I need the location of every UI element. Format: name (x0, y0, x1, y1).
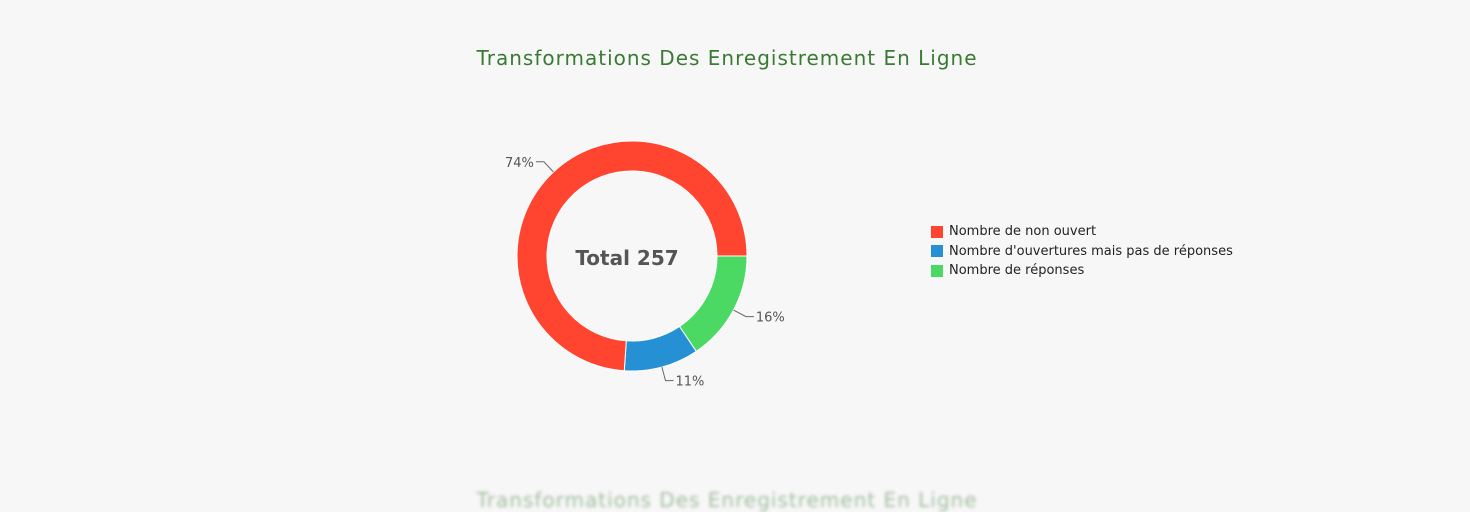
donut-chart: 16% 11% 74% Total 257 (505, 140, 785, 390)
percent-label: 16% (756, 311, 785, 326)
legend-swatch (931, 225, 943, 238)
legend-item[interactable]: Nombre de non ouvert (931, 222, 1233, 242)
legend-label: Nombre de non ouvert (949, 224, 1097, 240)
legend-swatch (931, 264, 943, 277)
percent-label: 11% (676, 375, 705, 390)
next-chart-title-peek: Transformations Des Enregistrement En Li… (476, 488, 978, 512)
leader-line (661, 366, 674, 382)
donut-slice[interactable] (678, 255, 748, 353)
legend-item[interactable]: Nombre de réponses (931, 261, 1233, 281)
legend-label: Nombre de réponses (949, 263, 1085, 279)
chart-title: Transformations Des Enregistrement En Li… (476, 46, 978, 70)
percent-label: 74% (505, 156, 534, 171)
legend-label: Nombre d'ouvertures mais pas de réponses (949, 243, 1233, 259)
chart-legend: Nombre de non ouvert Nombre d'ouvertures … (931, 222, 1233, 281)
leader-line (535, 161, 554, 173)
leader-line (733, 309, 754, 318)
donut-slice[interactable] (516, 140, 748, 372)
legend-item[interactable]: Nombre d'ouvertures mais pas de réponses (931, 242, 1233, 262)
legend-swatch (931, 245, 943, 258)
center-total-label: Total 257 (575, 246, 678, 270)
